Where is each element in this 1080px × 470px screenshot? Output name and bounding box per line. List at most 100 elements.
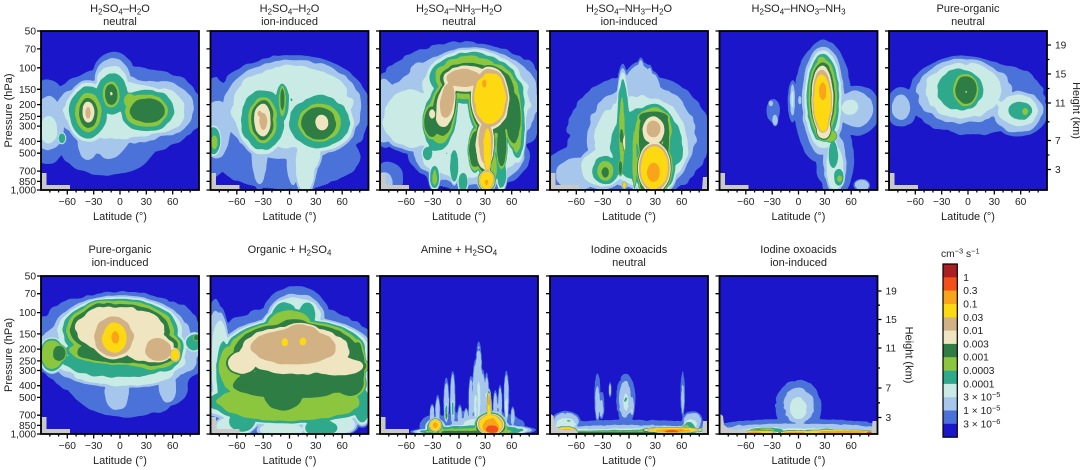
svg-text:0: 0: [965, 197, 971, 208]
svg-text:0: 0: [117, 441, 123, 452]
svg-text:Latitude (°): Latitude (°): [602, 455, 656, 467]
svg-text:30: 30: [989, 197, 1001, 208]
svg-text:30: 30: [480, 197, 492, 208]
svg-text:−60: −60: [398, 197, 416, 208]
svg-text:11: 11: [1055, 99, 1066, 110]
svg-text:−30: −30: [255, 441, 273, 452]
svg-text:0: 0: [117, 197, 123, 208]
svg-text:0: 0: [287, 197, 293, 208]
svg-text:0: 0: [796, 441, 802, 452]
svg-text:30: 30: [310, 197, 322, 208]
svg-text:1 × 10−5: 1 × 10−5: [963, 404, 1000, 418]
svg-text:70: 70: [25, 289, 37, 300]
svg-text:60: 60: [846, 441, 858, 452]
svg-text:0: 0: [626, 441, 632, 452]
svg-text:30: 30: [141, 441, 153, 452]
svg-text:1,000: 1,000: [11, 430, 37, 441]
svg-text:60: 60: [1015, 197, 1027, 208]
svg-text:700: 700: [19, 411, 36, 422]
svg-text:30: 30: [480, 441, 492, 452]
svg-text:Pressure (hPa): Pressure (hPa): [3, 318, 15, 392]
svg-text:Iodine oxoacids: Iodine oxoacids: [591, 244, 668, 256]
svg-text:Latitude (°): Latitude (°): [93, 455, 147, 467]
svg-text:−60: −60: [907, 197, 925, 208]
svg-text:Organic + H2​SO4​: Organic + H2​SO4​: [248, 244, 332, 258]
svg-text:60: 60: [676, 441, 688, 452]
svg-text:Latitude (°): Latitude (°): [772, 211, 826, 223]
svg-text:7: 7: [886, 384, 892, 395]
svg-text:50: 50: [25, 27, 37, 38]
svg-text:700: 700: [19, 167, 36, 178]
svg-text:60: 60: [337, 197, 349, 208]
svg-text:60: 60: [676, 197, 688, 208]
svg-text:H2​SO4​–HNO3​–NH3​: H2​SO4​–HNO3​–NH3​: [752, 3, 847, 17]
svg-text:−30: −30: [85, 197, 103, 208]
svg-text:Pure-organic: Pure-organic: [89, 244, 152, 256]
svg-text:−60: −60: [228, 197, 246, 208]
svg-text:Latitude (°): Latitude (°): [93, 211, 147, 223]
svg-text:0.0003: 0.0003: [963, 366, 994, 377]
svg-text:500: 500: [19, 149, 36, 160]
svg-text:0.03: 0.03: [963, 313, 983, 324]
svg-text:Height (km): Height (km): [1070, 82, 1080, 139]
svg-text:30: 30: [310, 441, 322, 452]
svg-text:150: 150: [19, 85, 36, 96]
svg-text:H2​SO4​–NH3​–H2​O: H2​SO4​–NH3​–H2​O: [586, 3, 673, 17]
svg-text:3 × 10−6: 3 × 10−6: [963, 417, 1000, 431]
svg-text:−30: −30: [424, 441, 442, 452]
svg-text:200: 200: [19, 345, 36, 356]
svg-text:1,000: 1,000: [11, 186, 37, 197]
svg-text:−60: −60: [568, 441, 586, 452]
svg-text:30: 30: [819, 441, 831, 452]
svg-text:15: 15: [886, 315, 898, 326]
svg-text:−30: −30: [424, 197, 442, 208]
svg-text:30: 30: [650, 197, 662, 208]
svg-text:H2​SO4​–H2​O: H2​SO4​–H2​O: [260, 3, 320, 17]
svg-text:Pressure (hPa): Pressure (hPa): [3, 74, 15, 148]
svg-text:400: 400: [19, 381, 36, 392]
svg-text:Latitude (°): Latitude (°): [602, 211, 656, 223]
svg-text:11: 11: [886, 344, 897, 355]
svg-text:ion-induced: ion-induced: [92, 257, 149, 269]
svg-text:−60: −60: [398, 441, 416, 452]
svg-text:60: 60: [337, 441, 349, 452]
svg-text:60: 60: [846, 197, 858, 208]
svg-text:850: 850: [19, 421, 36, 432]
svg-text:250: 250: [19, 356, 36, 367]
svg-text:19: 19: [886, 287, 898, 298]
svg-text:cm−3 s−1: cm−3 s−1: [941, 247, 980, 261]
svg-text:0.01: 0.01: [963, 326, 983, 337]
svg-text:neutral: neutral: [951, 16, 985, 28]
svg-text:300: 300: [19, 366, 36, 377]
svg-text:ion-induced: ion-induced: [601, 16, 658, 28]
svg-text:ion-induced: ion-induced: [770, 257, 827, 269]
svg-text:200: 200: [19, 100, 36, 111]
svg-text:50: 50: [25, 272, 37, 283]
svg-text:15: 15: [1055, 70, 1067, 81]
svg-text:−60: −60: [568, 197, 586, 208]
svg-text:400: 400: [19, 137, 36, 148]
svg-text:150: 150: [19, 329, 36, 340]
svg-text:850: 850: [19, 177, 36, 188]
svg-text:300: 300: [19, 122, 36, 133]
svg-text:0: 0: [626, 197, 632, 208]
svg-text:250: 250: [19, 112, 36, 123]
svg-text:30: 30: [650, 441, 662, 452]
svg-text:0: 0: [456, 197, 462, 208]
svg-text:Latitude (°): Latitude (°): [432, 455, 486, 467]
svg-text:100: 100: [19, 63, 36, 74]
svg-text:60: 60: [506, 197, 518, 208]
svg-text:−30: −30: [594, 441, 612, 452]
svg-text:0: 0: [796, 197, 802, 208]
svg-text:0: 0: [456, 441, 462, 452]
svg-text:H2​SO4​–H2​O: H2​SO4​–H2​O: [90, 3, 150, 17]
svg-text:30: 30: [141, 197, 153, 208]
svg-text:0.003: 0.003: [963, 339, 989, 350]
svg-text:Amine + H2​SO4​: Amine + H2​SO4​: [421, 244, 498, 258]
svg-text:−30: −30: [85, 441, 103, 452]
svg-text:Latitude (°): Latitude (°): [772, 455, 826, 467]
svg-text:500: 500: [19, 393, 36, 404]
svg-text:0.0001: 0.0001: [963, 379, 994, 390]
svg-text:3: 3: [1055, 165, 1061, 176]
svg-text:−60: −60: [59, 197, 77, 208]
